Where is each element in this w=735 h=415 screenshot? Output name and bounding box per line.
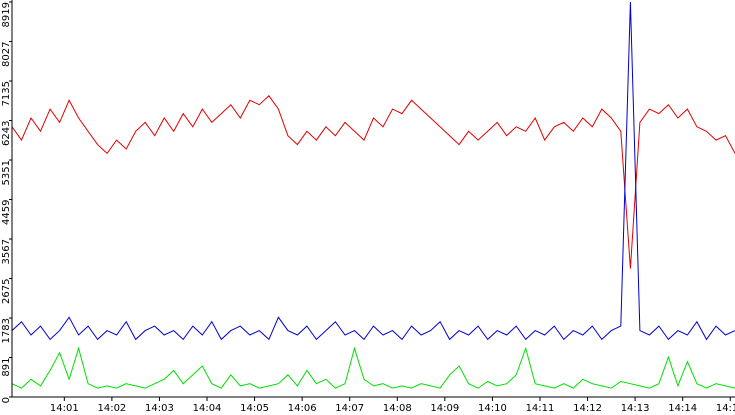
- x-tick-label: 14:11: [526, 403, 555, 414]
- y-tick-label: 5351: [1, 160, 12, 185]
- x-tick-label: 14:08: [383, 403, 412, 414]
- x-tick-label: 14:03: [145, 403, 174, 414]
- y-tick-label: 1783: [1, 318, 12, 343]
- series-line: [12, 1, 735, 341]
- series-line: [12, 346, 735, 389]
- x-tick-label: 14:09: [430, 403, 459, 414]
- plot-area: [12, 1, 735, 389]
- y-tick-label: 7135: [1, 81, 12, 106]
- x-tick-label: 14:01: [50, 403, 79, 414]
- x-tick-label: 14:15: [716, 403, 735, 414]
- x-tick-label: 14:10: [478, 403, 507, 414]
- x-tick-label: 14:14: [668, 403, 697, 414]
- x-tick-label: 14:12: [573, 403, 602, 414]
- y-tick-label: 3567: [1, 239, 12, 264]
- y-tick-label: 6243: [1, 121, 12, 146]
- y-tick-label: 0: [1, 397, 12, 403]
- y-tick-label: 2675: [1, 279, 12, 304]
- y-tick-label: 4459: [1, 200, 12, 225]
- x-tick-label: 14:07: [335, 403, 364, 414]
- y-tick-label: 891: [1, 358, 12, 377]
- x-tick-label: 14:06: [288, 403, 317, 414]
- x-tick-label: 14:13: [621, 403, 650, 414]
- y-tick-label: 8027: [1, 42, 12, 67]
- x-tick-label: 14:04: [193, 403, 222, 414]
- x-tick-label: 14:02: [97, 403, 126, 414]
- y-tick-label: 8919: [1, 2, 12, 27]
- series-line: [12, 95, 735, 269]
- x-tick-label: 14:05: [240, 403, 269, 414]
